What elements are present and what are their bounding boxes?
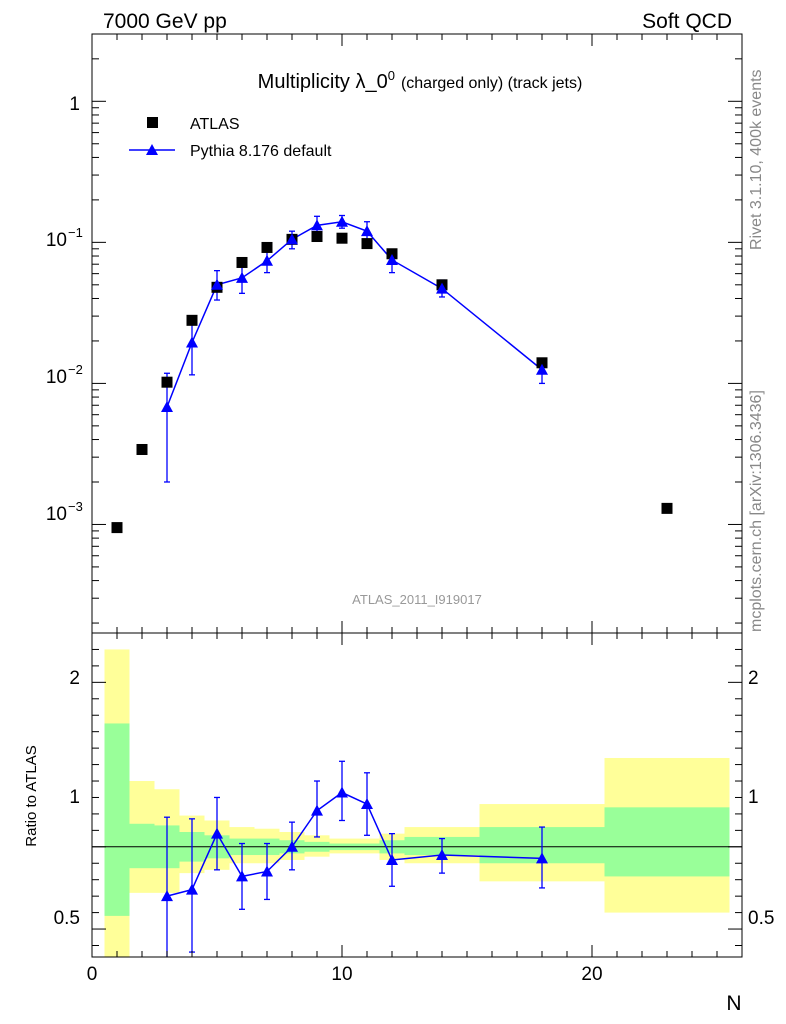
atlas-point (136, 443, 148, 455)
xtick-label-10: 10 (331, 964, 352, 985)
atlas-point (161, 376, 173, 388)
legend-atlas-marker (147, 117, 158, 128)
pythia-point (186, 336, 198, 348)
pythia-point (311, 219, 323, 231)
pythia-point (236, 271, 248, 283)
plot-title-suffix: (charged only) (track jets) (401, 75, 582, 92)
pythia-point (536, 363, 548, 375)
pythia-point (336, 215, 348, 227)
main-ytick-label-0.1: 10−1 (46, 225, 83, 251)
atlas-point (361, 238, 373, 250)
main-ytick-label-0.01: 10−2 (46, 362, 83, 388)
ratio-point (186, 883, 198, 895)
atlas-point (386, 248, 398, 260)
main-ytick-label-1: 1 (69, 94, 80, 115)
header-right-label: Soft QCD (642, 10, 732, 33)
ratio-point (211, 827, 223, 839)
atlas-point (336, 232, 348, 244)
legend: ATLAS Pythia 8.176 default (129, 116, 332, 160)
ratio-point (361, 798, 373, 810)
atlas-point (236, 256, 248, 268)
analysis-watermark: ATLAS_2011_I919017 (352, 592, 482, 607)
ratio-ytick-label-left-1: 1 (69, 787, 80, 808)
ratio-band-inner-0 (104, 723, 130, 916)
atlas-point (261, 241, 273, 253)
rivet-version-label: Rivet 3.1.10, 400k events (748, 69, 765, 250)
pythia-point (211, 278, 223, 290)
atlas-point (311, 231, 323, 243)
ratio-point (161, 890, 173, 902)
legend-pythia-marker (146, 144, 158, 155)
ratio-band-inner-1 (129, 823, 155, 869)
xtick-label-20: 20 (581, 964, 602, 985)
plot-title-main: Multiplicity λ_0 (258, 71, 388, 93)
mcplots-reference-label: mcplots.cern.ch [arXiv:1306.3436] (748, 390, 765, 632)
plot-title-superscript: 0 (388, 68, 395, 83)
pythia-point (261, 254, 273, 266)
pythia-line (166, 220, 543, 408)
pythia-point (286, 233, 298, 245)
ratio-point (436, 849, 448, 861)
ratio-ytick-label-right-1: 1 (748, 787, 759, 808)
pythia-point (361, 225, 373, 237)
ratio-point (536, 852, 548, 864)
header-left-label: 7000 GeV pp (103, 10, 227, 33)
pythia-point (161, 401, 173, 413)
ratio-point (286, 840, 298, 852)
pythia-point (386, 253, 398, 265)
ratio-point (236, 870, 248, 882)
ratio-point (386, 853, 398, 865)
legend-pythia-label: Pythia 8.176 default (190, 143, 332, 160)
ratio-ytick-label-left-2: 2 (69, 668, 80, 689)
ratio-point (261, 865, 273, 877)
atlas-point (536, 357, 548, 369)
xtick-label-0: 0 (87, 964, 98, 985)
ratio-band-inner-14 (604, 807, 730, 877)
ratio-point (336, 786, 348, 798)
legend-atlas-label: ATLAS (190, 116, 240, 133)
atlas-point (111, 522, 123, 534)
atlas-point (186, 314, 198, 326)
ratio-ytick-label-left-0.5: 0.5 (54, 908, 80, 929)
ratio-ylabel: Ratio to ATLAS (23, 745, 40, 846)
ratio-ytick-label-right-0.5: 0.5 (748, 908, 774, 929)
ratio-point (311, 804, 323, 816)
plot-title: Multiplicity λ_00 (charged only) (track j… (258, 68, 583, 93)
main-ytick-label-0.001: 10−3 (46, 499, 83, 525)
ratio-ytick-label-right-2: 2 (748, 668, 759, 689)
x-axis-label: N (726, 992, 741, 1015)
atlas-point (661, 502, 673, 514)
pythia-point (436, 282, 448, 294)
ratio-line (166, 791, 543, 897)
